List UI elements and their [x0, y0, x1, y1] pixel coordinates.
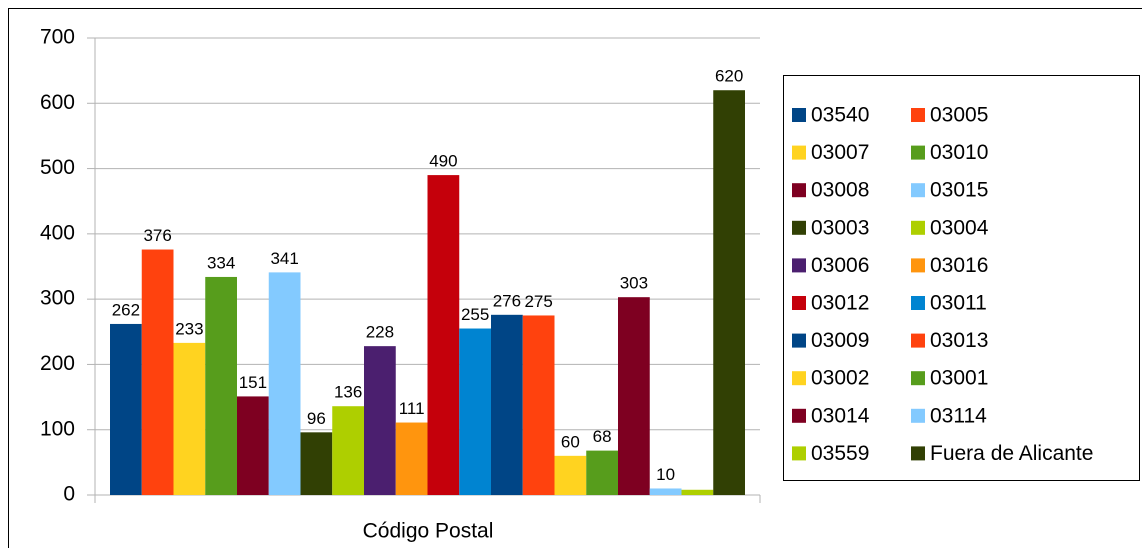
bar — [586, 450, 618, 495]
y-tick-label: 500 — [40, 156, 75, 179]
legend-label: Fuera de Alicante — [930, 442, 1093, 465]
legend-label: 03011 — [930, 292, 987, 315]
legend-swatch — [911, 183, 925, 198]
y-tick-label: 600 — [40, 91, 75, 114]
bar — [491, 314, 523, 495]
y-tick-label: 0 — [63, 483, 75, 506]
x-axis-label: Código Postal — [363, 520, 494, 543]
bar — [618, 297, 650, 495]
data-label: 228 — [366, 323, 394, 342]
legend-label: 03008 — [811, 179, 869, 202]
legend-swatch — [792, 408, 806, 423]
legend-swatch — [911, 145, 925, 160]
y-tick-label: 100 — [40, 417, 75, 440]
legend-swatch — [792, 333, 806, 348]
chart-border — [8, 8, 1142, 548]
data-label: 96 — [307, 409, 326, 428]
data-label: 341 — [270, 249, 298, 268]
legend-swatch — [792, 446, 806, 461]
bar — [237, 396, 269, 495]
bar — [332, 406, 364, 495]
data-label: 620 — [715, 67, 743, 86]
bar — [649, 488, 682, 495]
y-tick-label: 400 — [40, 221, 75, 244]
bar — [681, 489, 714, 495]
data-label: 233 — [175, 319, 203, 338]
y-tick-label: 300 — [40, 287, 75, 310]
data-label: 151 — [239, 373, 267, 392]
y-tick-label: 700 — [40, 26, 75, 49]
legend-label: 03013 — [930, 329, 988, 352]
legend-label: 03540 — [811, 104, 869, 127]
bar — [459, 328, 491, 495]
bar — [522, 315, 555, 495]
legend-swatch — [792, 296, 806, 310]
data-label: 136 — [334, 383, 362, 402]
legend-swatch — [792, 183, 806, 198]
legend-label: 03009 — [811, 329, 869, 352]
data-label: 10 — [656, 465, 675, 484]
legend-label: 03015 — [930, 179, 988, 202]
bar — [364, 346, 396, 495]
data-label: 303 — [620, 274, 648, 293]
legend-swatch — [792, 220, 806, 235]
bar — [554, 455, 587, 495]
legend-swatch — [792, 371, 806, 386]
data-label: 111 — [399, 399, 425, 418]
legend-label: 03004 — [930, 216, 989, 239]
legend-swatch — [792, 108, 806, 122]
data-label: 275 — [524, 292, 552, 311]
data-label: 262 — [112, 300, 140, 319]
legend-swatch — [911, 408, 925, 423]
legend-swatch — [792, 258, 806, 273]
legend-label: 03559 — [811, 442, 869, 465]
legend-swatch — [911, 258, 925, 273]
data-label: 376 — [143, 226, 171, 245]
legend-label: 03007 — [811, 141, 869, 164]
bar — [713, 90, 745, 495]
bar — [173, 342, 206, 495]
bar — [110, 323, 142, 495]
bar — [300, 432, 333, 495]
legend-label: 03006 — [811, 254, 869, 277]
data-label: 68 — [593, 427, 612, 446]
legend-swatch — [911, 220, 925, 235]
data-label: 490 — [429, 152, 457, 171]
legend-label: 03010 — [930, 141, 988, 164]
bar — [427, 175, 460, 495]
bar — [395, 422, 428, 495]
y-tick-label: 200 — [40, 352, 75, 375]
legend-label: 03002 — [811, 367, 869, 390]
legend-label: 03003 — [811, 216, 869, 239]
legend-label: 03012 — [811, 292, 869, 315]
data-label: 334 — [207, 253, 235, 272]
legend-swatch — [911, 446, 925, 461]
legend-label: 03005 — [930, 104, 988, 127]
bar — [205, 276, 237, 495]
legend-label: 03001 — [930, 367, 988, 390]
legend-label: 03016 — [930, 254, 988, 277]
legend-swatch — [911, 108, 925, 122]
legend-box — [783, 75, 1140, 481]
data-label: 60 — [561, 432, 580, 451]
data-label: 276 — [493, 291, 521, 310]
bar — [268, 272, 301, 495]
bar — [141, 249, 174, 495]
legend-swatch — [911, 371, 925, 386]
legend-swatch — [911, 333, 925, 348]
legend-label: 03114 — [930, 404, 987, 427]
legend-label: 03014 — [811, 404, 870, 427]
legend-swatch — [792, 145, 806, 160]
legend-swatch — [911, 296, 925, 310]
data-label: 255 — [461, 305, 489, 324]
